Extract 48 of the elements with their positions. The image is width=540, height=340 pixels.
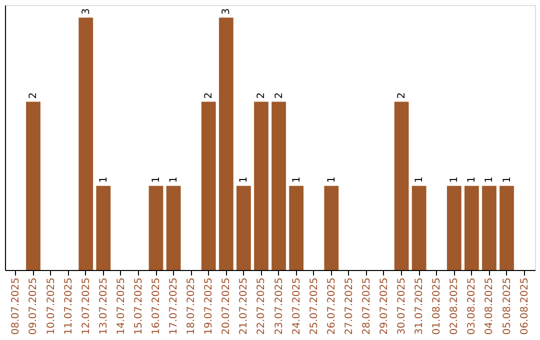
x-tick-label: 17.07.2025 — [168, 278, 180, 335]
x-tick-label: 27.07.2025 — [344, 278, 355, 335]
x-tick-label: 25.07.2025 — [308, 278, 320, 335]
x-tick-label: 14.07.2025 — [116, 278, 127, 335]
x-tick-label: 28.07.2025 — [361, 278, 372, 335]
data-label: 1 — [238, 176, 250, 183]
data-label: 3 — [80, 8, 92, 15]
x-tick-label: 03.08.2025 — [466, 278, 478, 335]
x-tick-label: 29.07.2025 — [378, 278, 390, 335]
data-label: 1 — [151, 176, 162, 183]
data-label: 1 — [502, 176, 513, 183]
x-tick-label: 08.07.2025 — [10, 278, 22, 335]
x-tick-label: 16.07.2025 — [151, 278, 162, 335]
data-label: 1 — [291, 176, 302, 183]
x-tick-label: 31.07.2025 — [414, 278, 426, 335]
x-tick-label: 21.07.2025 — [238, 278, 250, 335]
x-tick-label: 23.07.2025 — [274, 278, 285, 335]
x-tick-label: 02.08.2025 — [449, 278, 460, 335]
data-label: 2 — [396, 92, 408, 99]
x-tick-label: 19.07.2025 — [204, 278, 215, 335]
data-label: 1 — [168, 176, 180, 183]
data-label: 1 — [484, 176, 496, 183]
data-label: 2 — [204, 92, 215, 99]
x-tick-label: 11.07.2025 — [63, 278, 74, 335]
x-tick-label: 06.08.2025 — [519, 278, 530, 335]
data-label: 1 — [414, 176, 426, 183]
data-label: 2 — [274, 92, 285, 99]
x-tick-label: 01.08.2025 — [432, 278, 443, 335]
x-tick-label: 24.07.2025 — [291, 278, 302, 335]
x-tick-label: 09.07.2025 — [28, 278, 40, 335]
data-label: 2 — [256, 92, 268, 99]
x-tick-label: 15.07.2025 — [133, 278, 144, 335]
x-tick-label: 18.07.2025 — [186, 278, 198, 335]
x-tick-label: 05.08.2025 — [502, 278, 513, 335]
x-tick-label: 10.07.2025 — [46, 278, 57, 335]
x-tick-label: 12.07.2025 — [80, 278, 92, 335]
x-tick-label: 22.07.2025 — [256, 278, 268, 335]
data-label: 3 — [221, 8, 232, 15]
x-tick-label: 13.07.2025 — [98, 278, 110, 335]
data-label: 1 — [449, 176, 460, 183]
x-tick-label: 30.07.2025 — [396, 278, 408, 335]
x-tick-label: 26.07.2025 — [326, 278, 338, 335]
data-label: 1 — [98, 176, 110, 183]
x-tick-label: 04.08.2025 — [484, 278, 496, 335]
data-label: 1 — [326, 176, 338, 183]
data-label: 2 — [28, 92, 40, 99]
data-label: 1 — [466, 176, 478, 183]
x-tick-label: 20.07.2025 — [221, 278, 232, 335]
